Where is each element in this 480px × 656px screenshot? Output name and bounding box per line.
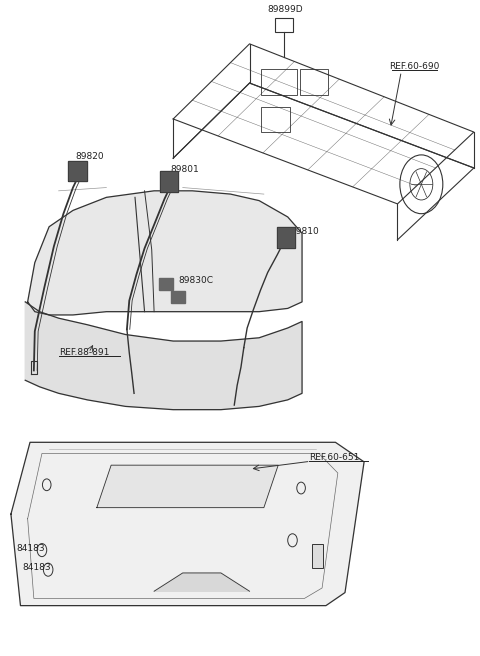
Text: REF.88-891: REF.88-891 bbox=[59, 348, 109, 358]
Polygon shape bbox=[171, 291, 185, 303]
Text: 89830C: 89830C bbox=[178, 276, 213, 285]
Bar bbox=[262, 70, 297, 96]
Polygon shape bbox=[68, 161, 87, 181]
Text: 84183: 84183 bbox=[23, 564, 51, 572]
Bar bbox=[300, 70, 328, 96]
Bar bbox=[262, 107, 290, 132]
Text: 89820: 89820 bbox=[75, 152, 104, 161]
Text: REF.60-690: REF.60-690 bbox=[389, 62, 439, 72]
Polygon shape bbox=[25, 302, 302, 409]
Polygon shape bbox=[154, 573, 250, 591]
Text: 89801: 89801 bbox=[171, 165, 200, 174]
Polygon shape bbox=[97, 465, 278, 508]
Polygon shape bbox=[159, 278, 173, 290]
Polygon shape bbox=[28, 191, 302, 315]
Polygon shape bbox=[160, 171, 179, 192]
Bar bbox=[275, 18, 293, 32]
Text: 89899D: 89899D bbox=[267, 5, 303, 14]
Bar bbox=[312, 544, 323, 568]
Text: 84183: 84183 bbox=[17, 544, 45, 552]
Polygon shape bbox=[277, 228, 295, 249]
Text: REF.60-651: REF.60-651 bbox=[309, 453, 360, 462]
Polygon shape bbox=[11, 442, 364, 605]
Text: 89810: 89810 bbox=[290, 227, 319, 236]
